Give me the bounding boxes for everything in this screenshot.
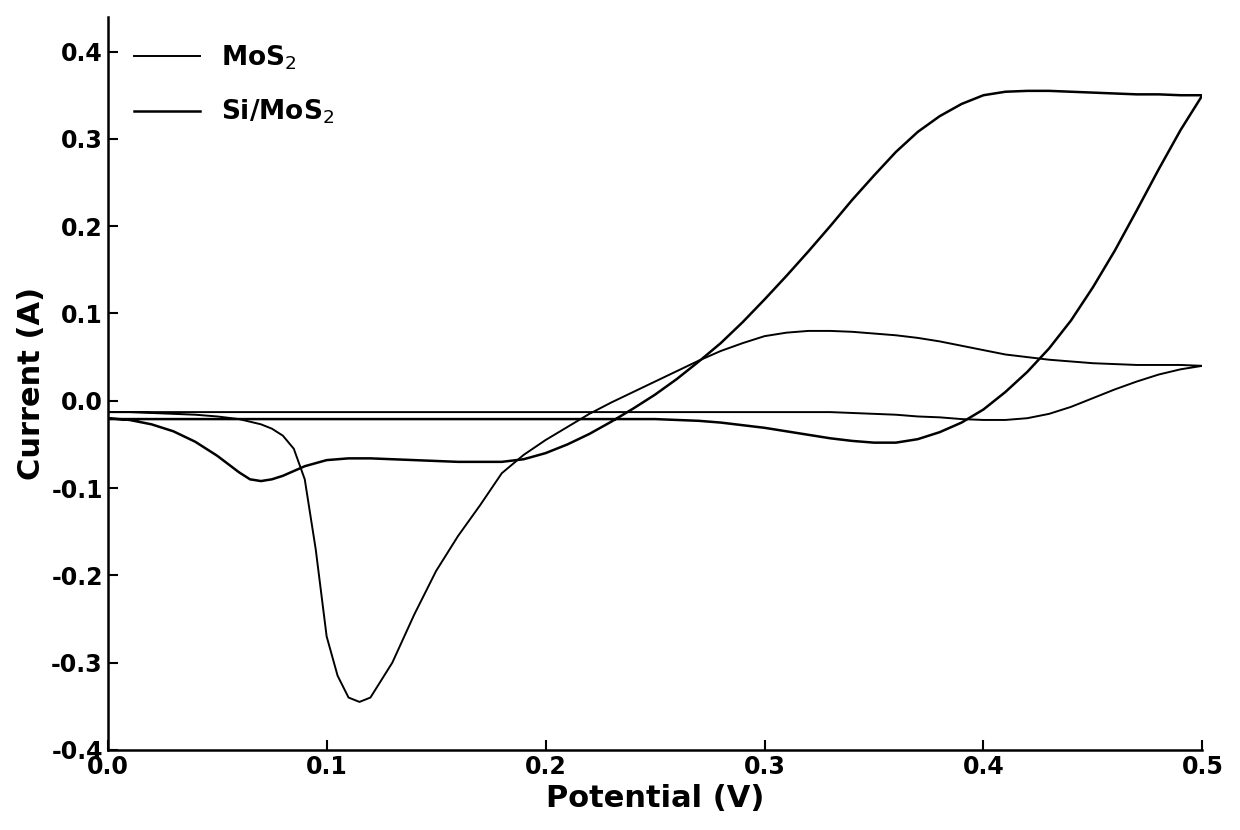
Si/MoS$_2$	[1195, 90, 1210, 100]
Si/MoS$_2$	[253, 476, 268, 486]
Si/MoS$_2$	[100, 413, 115, 423]
Si/MoS$_2$	[647, 389, 662, 399]
MoS$_2$	[100, 408, 115, 417]
Si/MoS$_2$	[735, 317, 750, 327]
Line: MoS$_2$: MoS$_2$	[108, 331, 1203, 702]
Legend: MoS$_2$, Si/MoS$_2$: MoS$_2$, Si/MoS$_2$	[122, 30, 347, 139]
Line: Si/MoS$_2$: Si/MoS$_2$	[108, 90, 1203, 481]
MoS$_2$	[210, 408, 224, 417]
MoS$_2$	[100, 408, 115, 417]
Si/MoS$_2$	[166, 427, 181, 437]
MoS$_2$	[319, 408, 334, 417]
MoS$_2$	[801, 326, 816, 336]
MoS$_2$	[626, 408, 641, 417]
MoS$_2$	[735, 408, 750, 417]
MoS$_2$	[352, 697, 367, 707]
Si/MoS$_2$	[144, 414, 159, 424]
Y-axis label: Current (A): Current (A)	[16, 286, 46, 480]
MoS$_2$	[516, 408, 531, 417]
Si/MoS$_2$	[253, 414, 268, 424]
Si/MoS$_2$	[100, 414, 115, 424]
X-axis label: Potential (V): Potential (V)	[546, 784, 764, 813]
MoS$_2$	[713, 346, 728, 356]
Si/MoS$_2$	[1019, 85, 1034, 95]
